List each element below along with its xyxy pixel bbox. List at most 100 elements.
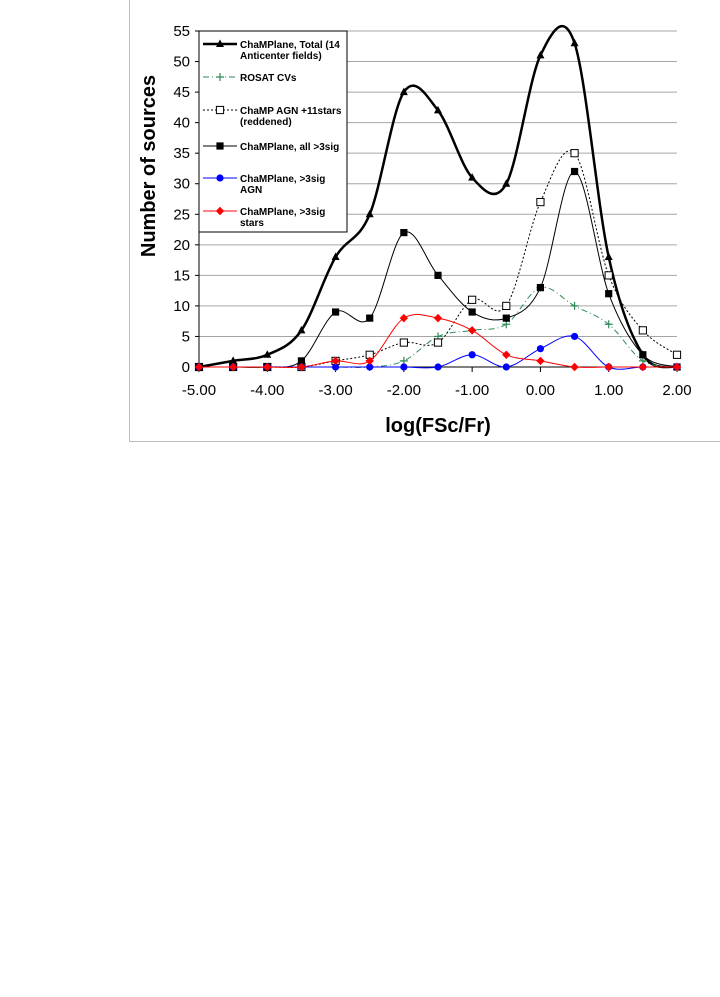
data-point	[366, 314, 374, 322]
data-point	[536, 50, 545, 59]
data-point	[433, 313, 443, 323]
data-point	[570, 149, 579, 158]
data-point	[297, 362, 306, 372]
data-point	[502, 179, 511, 187]
legend-marker	[216, 39, 224, 47]
legend-entry-text: (reddened)	[240, 117, 292, 128]
data-point	[604, 271, 613, 280]
x-tick-label: -3.00	[318, 382, 352, 399]
legend-entry-text: AGN	[240, 185, 262, 196]
data-point	[502, 314, 510, 322]
data-point	[228, 362, 238, 372]
y-tick-label: 25	[173, 206, 190, 223]
series-line	[199, 286, 678, 368]
data-point	[638, 362, 648, 372]
y-tick-label: 15	[173, 267, 190, 284]
legend-marker	[216, 142, 224, 150]
data-point	[365, 209, 374, 218]
data-point	[536, 345, 545, 353]
data-point	[570, 38, 579, 47]
legend-box	[198, 30, 348, 233]
data-point	[604, 252, 613, 261]
data-point	[400, 229, 408, 237]
x-tick-label: 2.00	[662, 382, 691, 399]
data-point	[570, 362, 579, 372]
data-point	[468, 173, 477, 181]
data-point	[570, 301, 579, 310]
x-tick-label: -2.00	[387, 382, 421, 399]
data-point	[536, 356, 545, 366]
data-point	[502, 363, 510, 371]
data-point	[365, 356, 374, 366]
legend-marker	[216, 73, 224, 81]
data-point	[672, 350, 682, 359]
y-axis-title: Number of sources	[138, 75, 160, 257]
legend-marker	[215, 105, 225, 115]
data-point	[638, 326, 647, 335]
data-point	[399, 338, 408, 347]
data-point	[434, 105, 442, 114]
data-point	[331, 308, 340, 316]
data-point	[604, 320, 613, 329]
data-point	[229, 356, 238, 364]
chart-frame: 0 5 10 15 20 25 30 35 40 45 50 55 -5.00 -4.00 -3.00 -2.…	[129, 0, 720, 442]
data-point	[605, 290, 613, 298]
legend-entry-text: stars	[240, 218, 264, 229]
y-tick-label: 35	[173, 145, 190, 162]
legend-entry-text: ChaMPlane, >3sig	[240, 207, 325, 218]
y-tick-label: 0	[182, 359, 190, 376]
y-tick-label: 40	[173, 115, 190, 132]
y-tick-label: 30	[173, 176, 190, 193]
legend-entry-text: ChaMPlane, all >3sig	[240, 142, 339, 153]
data-point	[263, 362, 272, 372]
legend-entry-text: ROSAT CVs	[240, 73, 297, 84]
data-point	[399, 313, 409, 323]
data-point	[434, 271, 442, 279]
legend-entry-text: ChaMPlane, >3sig	[240, 174, 325, 185]
data-point	[468, 351, 476, 359]
x-axis-title: log(FSc/Fr)	[385, 415, 491, 437]
data-point	[399, 87, 408, 96]
x-tick-label: 0.00	[526, 382, 555, 399]
x-tick-label: -1.00	[455, 382, 489, 399]
y-tick-label: 5	[182, 328, 190, 345]
series-group	[194, 25, 682, 372]
chart-svg: 0 5 10 15 20 25 30 35 40 45 50 55 -5.00 -4.00 -3.00 -2.…	[138, 23, 692, 437]
data-point	[297, 325, 306, 334]
x-tick-label: -5.00	[182, 382, 216, 399]
data-point	[570, 332, 579, 341]
data-point	[536, 283, 545, 292]
data-point	[331, 252, 340, 261]
data-point	[468, 308, 476, 316]
data-point	[433, 338, 443, 347]
y-tick-label: 10	[173, 298, 190, 315]
data-point	[297, 357, 306, 365]
data-point	[502, 301, 511, 311]
legend-entry-text: ChaMPlane, Total (14	[240, 40, 340, 51]
data-point	[639, 351, 647, 359]
x-tick-label: -4.00	[250, 382, 284, 399]
data-point	[331, 356, 340, 366]
data-point	[536, 197, 545, 207]
data-point	[468, 295, 477, 304]
y-tick-label: 20	[173, 237, 190, 254]
y-tick-label: 55	[173, 23, 190, 40]
data-point	[400, 363, 408, 371]
legend-marker	[215, 206, 225, 216]
data-point	[570, 167, 579, 176]
data-point	[331, 363, 340, 371]
data-point	[263, 350, 272, 358]
legend-marker	[216, 174, 224, 182]
data-point	[434, 363, 442, 371]
legend-entry-text: ChaMP AGN +11stars	[240, 106, 342, 117]
data-point	[502, 350, 511, 359]
y-tick-label: 50	[173, 54, 190, 71]
data-point	[672, 362, 682, 372]
data-point	[366, 363, 374, 371]
legend-entry-text: Anticenter fields)	[240, 51, 322, 62]
data-point	[604, 362, 613, 372]
data-point	[467, 326, 477, 335]
y-tick-label: 45	[173, 84, 190, 101]
x-tick-label: 1.00	[594, 382, 623, 399]
